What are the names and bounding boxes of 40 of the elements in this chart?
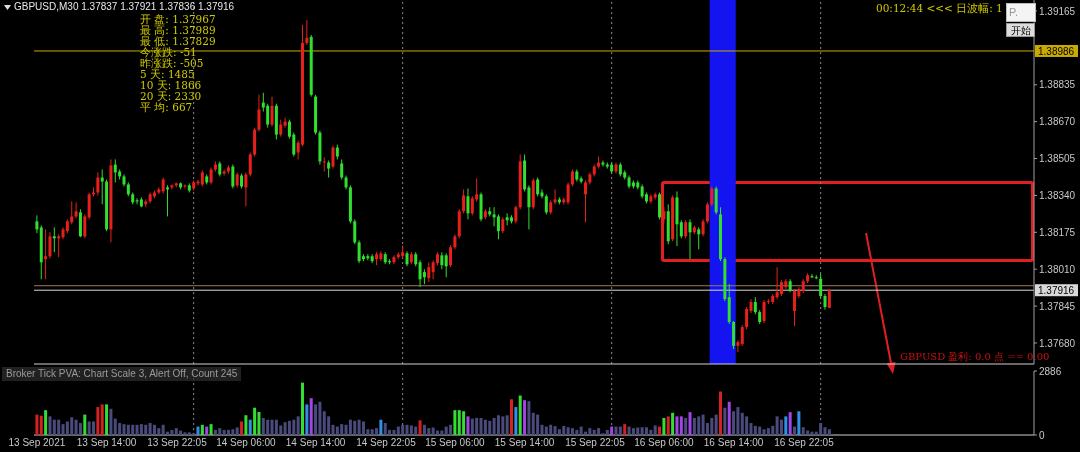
annotation: 今涨跌: -51 bbox=[140, 46, 197, 58]
annotation: 最 低: 1.37829 bbox=[140, 35, 216, 47]
y-tick-label: 1.37845 bbox=[1039, 300, 1076, 312]
y-tick-label: 1.38670 bbox=[1039, 116, 1076, 128]
y-tick-label: 1.38835 bbox=[1039, 79, 1076, 91]
y-tick-label: 2886 bbox=[1039, 365, 1062, 377]
y-tick-label: 1.37680 bbox=[1039, 337, 1076, 349]
annotation: 00:12:44 <<< 日波幅: 1 bbox=[876, 2, 1003, 14]
x-tick-label: 16 Sep 22:05 bbox=[774, 437, 835, 449]
x-tick-label: 14 Sep 14:00 bbox=[285, 437, 346, 449]
x-tick-label: 14 Sep 22:05 bbox=[356, 437, 417, 449]
x-tick-label: 13 Sep 22:05 bbox=[147, 437, 208, 449]
x-tick-label: 13 Sep 2021 bbox=[8, 437, 66, 449]
y-tick-label: 1.38010 bbox=[1039, 263, 1076, 275]
x-tick-label: 16 Sep 14:00 bbox=[703, 437, 764, 449]
x-tick-label: 16 Sep 06:00 bbox=[634, 437, 695, 449]
x-tick-label: 15 Sep 06:00 bbox=[425, 437, 486, 449]
x-tick-label: 15 Sep 22:05 bbox=[565, 437, 626, 449]
annotation: 5 天: 1485 bbox=[140, 68, 195, 80]
y-tick-label: 1.38175 bbox=[1039, 226, 1076, 238]
annotation: 平 均: 667 bbox=[140, 101, 193, 113]
chart-title: GBPUSD,M30 1.37837 1.37921 1.37836 1.37916 bbox=[14, 1, 235, 13]
annotation: 最 高: 1.37989 bbox=[140, 24, 216, 36]
annotation: 昨涨跌: -505 bbox=[140, 57, 204, 69]
annotation: GBPUSD 盈利: 0.0 点 == 0.00 bbox=[900, 351, 1050, 363]
annotation: 20 天: 2330 bbox=[140, 90, 202, 102]
ref-line-label: 1.37916 bbox=[1038, 285, 1075, 297]
y-tick-label: 1.38340 bbox=[1039, 189, 1076, 201]
x-tick-label: 13 Sep 14:00 bbox=[76, 437, 137, 449]
y-tick-label: 1.39165 bbox=[1039, 5, 1076, 17]
text-field: P. bbox=[1006, 3, 1036, 22]
y-tick-label: 1.38505 bbox=[1039, 153, 1076, 165]
x-tick-label: 15 Sep 14:00 bbox=[494, 437, 555, 449]
button: 开始 bbox=[1006, 23, 1035, 37]
ref-line-label: 1.38986 bbox=[1038, 45, 1075, 57]
x-tick-label: 14 Sep 06:00 bbox=[216, 437, 277, 449]
annotation: 开 盘: 1.37967 bbox=[140, 13, 216, 25]
annotation: 10 天: 1866 bbox=[140, 79, 202, 91]
y-tick-label: 0 bbox=[1039, 429, 1045, 441]
chart-title: Broker Tick PVA: Chart Scale 3, Alert Off, Count 245 bbox=[2, 367, 242, 381]
